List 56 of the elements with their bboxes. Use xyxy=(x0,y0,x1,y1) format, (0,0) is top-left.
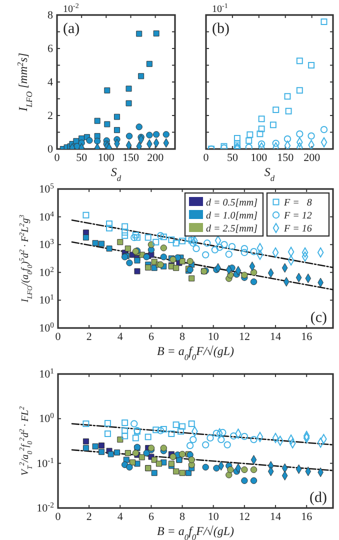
x-tick-label: 12 xyxy=(238,330,250,343)
legend-label: d = 0.5[mm] xyxy=(206,198,258,208)
y-tick-label: 10$^{1}$ xyxy=(39,292,54,307)
annotation: 10$^{-1}$ xyxy=(212,2,228,15)
legend-label: d = 2.5[mm] xyxy=(206,224,258,234)
x-tick-label: 10 xyxy=(208,330,220,343)
y-tick-label: 10$^{-2}$ xyxy=(36,500,54,515)
x-tick-label: 50 xyxy=(226,152,238,164)
y-tick-label: 2 xyxy=(48,110,53,122)
y-tick-label: 8 xyxy=(48,10,54,22)
x-tick-label: 4 xyxy=(117,510,124,523)
y-tick-label: 10$^{-1}$ xyxy=(36,455,54,470)
x-axis-title: B = a$_{0}$f$_{0}$F/√(gL) xyxy=(156,524,234,540)
legend-label: F = 12 xyxy=(283,210,312,222)
y-tick-label: 10$^{5}$ xyxy=(39,181,54,196)
y-tick-label: 6 xyxy=(48,43,54,56)
x-tick-label: 150 xyxy=(122,152,140,164)
x-tick-label: 100 xyxy=(250,152,268,164)
y-tick-label: 10$^{3}$ xyxy=(39,236,54,252)
x-tick-label: 16 xyxy=(301,330,313,343)
y-tick-label: 10$^{1}$ xyxy=(39,366,54,381)
x-tick-label: 200 xyxy=(304,152,321,164)
legend-label: F = 8 xyxy=(283,198,312,208)
x-tick-label: 10 xyxy=(208,510,220,523)
y-tick-label: 0 xyxy=(48,144,54,156)
y-tick-label: 10$^{2}$ xyxy=(39,264,54,279)
x-tick-label: 6 xyxy=(148,330,154,343)
x-tick-label: 6 xyxy=(148,510,154,523)
x-tick-label: 14 xyxy=(270,510,282,523)
x-tick-label: 0 xyxy=(203,152,210,164)
x-axis-title: S$_{d}$ xyxy=(110,165,122,182)
legend-label: d = 1.0[mm] xyxy=(206,210,258,222)
x-tick-label: 8 xyxy=(180,330,186,343)
annotation: (d) xyxy=(310,490,327,506)
x-tick-label: 4 xyxy=(117,330,124,343)
annotation: (b) xyxy=(212,21,230,37)
x-tick-label: 16 xyxy=(301,510,313,523)
annotation: 10$^{-2}$ xyxy=(63,2,80,15)
annotation: (a) xyxy=(63,21,80,37)
y-tick-label: 10$^{0}$ xyxy=(39,320,54,335)
x-tick-label: 50 xyxy=(76,152,88,164)
legend-label: F = 16 xyxy=(283,224,312,234)
x-tick-label: 8 xyxy=(180,510,186,523)
y-tick-label: 10$^{4}$ xyxy=(39,208,54,224)
x-axis-title: S$_{d}$ xyxy=(264,165,276,182)
x-tick-label: 2 xyxy=(86,330,92,343)
x-tick-label: 2 xyxy=(86,510,92,523)
x-tick-label: 200 xyxy=(147,152,164,164)
x-tick-label: 12 xyxy=(238,510,250,523)
y-tick-label: 10$^{0}$ xyxy=(39,410,54,426)
annotation: (c) xyxy=(310,310,327,326)
x-axis-title: B = a$_{0}$f$_{0}$F/√(gL) xyxy=(156,344,234,362)
x-tick-label: 150 xyxy=(277,152,294,164)
x-tick-label: 100 xyxy=(98,152,115,164)
y-tick-label: 4 xyxy=(48,76,54,89)
x-tick-label: 14 xyxy=(270,330,282,343)
